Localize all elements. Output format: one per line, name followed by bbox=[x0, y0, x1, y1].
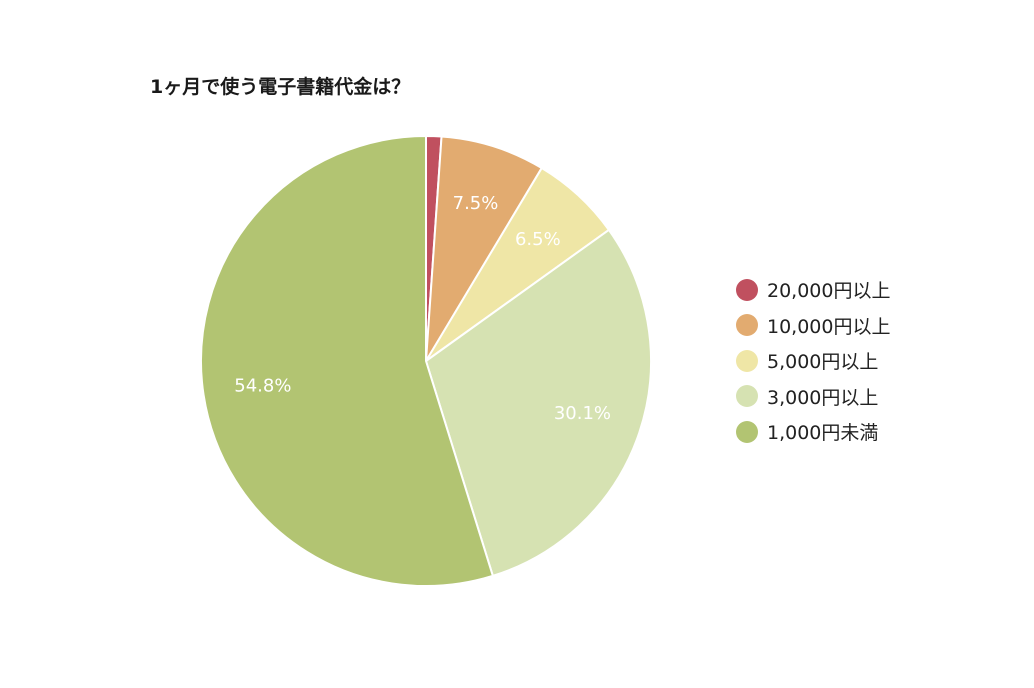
data-label-5: 54.8% bbox=[234, 375, 291, 396]
legend-item-2: 10,000円以上 bbox=[736, 308, 890, 344]
legend: 20,000円以上 10,000円以上 5,000円以上 3,000円以上 1,000円… bbox=[736, 272, 890, 450]
pie-slice-5 bbox=[200, 134, 495, 587]
legend-swatch-icon bbox=[736, 385, 758, 408]
legend-label: 1,000円未満 bbox=[767, 422, 879, 445]
pie-data-labels: 7.5% 6.5% 30.1% 54.8% bbox=[234, 193, 611, 424]
pie-slice-4 bbox=[424, 228, 652, 578]
data-label-3: 6.5% bbox=[515, 229, 561, 250]
legend-swatch-icon bbox=[736, 349, 758, 372]
legend-item-4: 3,000円以上 bbox=[736, 379, 890, 415]
legend-swatch-icon bbox=[736, 420, 758, 443]
data-label-4: 30.1% bbox=[554, 403, 611, 424]
legend-swatch-icon bbox=[736, 314, 758, 337]
chart-title: 1ヶ月で使う電子書籍代金は？ bbox=[150, 76, 411, 98]
legend-item-1: 20,000円以上 bbox=[736, 272, 890, 308]
legend-label: 5,000円以上 bbox=[767, 351, 879, 374]
pie-slice-2 bbox=[425, 135, 544, 362]
pie-slices bbox=[200, 134, 652, 587]
legend-label: 20,000円以上 bbox=[767, 280, 891, 303]
legend-item-5: 1,000円未満 bbox=[736, 414, 890, 450]
data-label-2: 7.5% bbox=[453, 193, 499, 214]
legend-label: 3,000円以上 bbox=[767, 386, 879, 409]
legend-swatch-icon bbox=[736, 278, 758, 301]
legend-item-3: 5,000円以上 bbox=[736, 343, 890, 379]
legend-label: 10,000円以上 bbox=[767, 315, 891, 338]
